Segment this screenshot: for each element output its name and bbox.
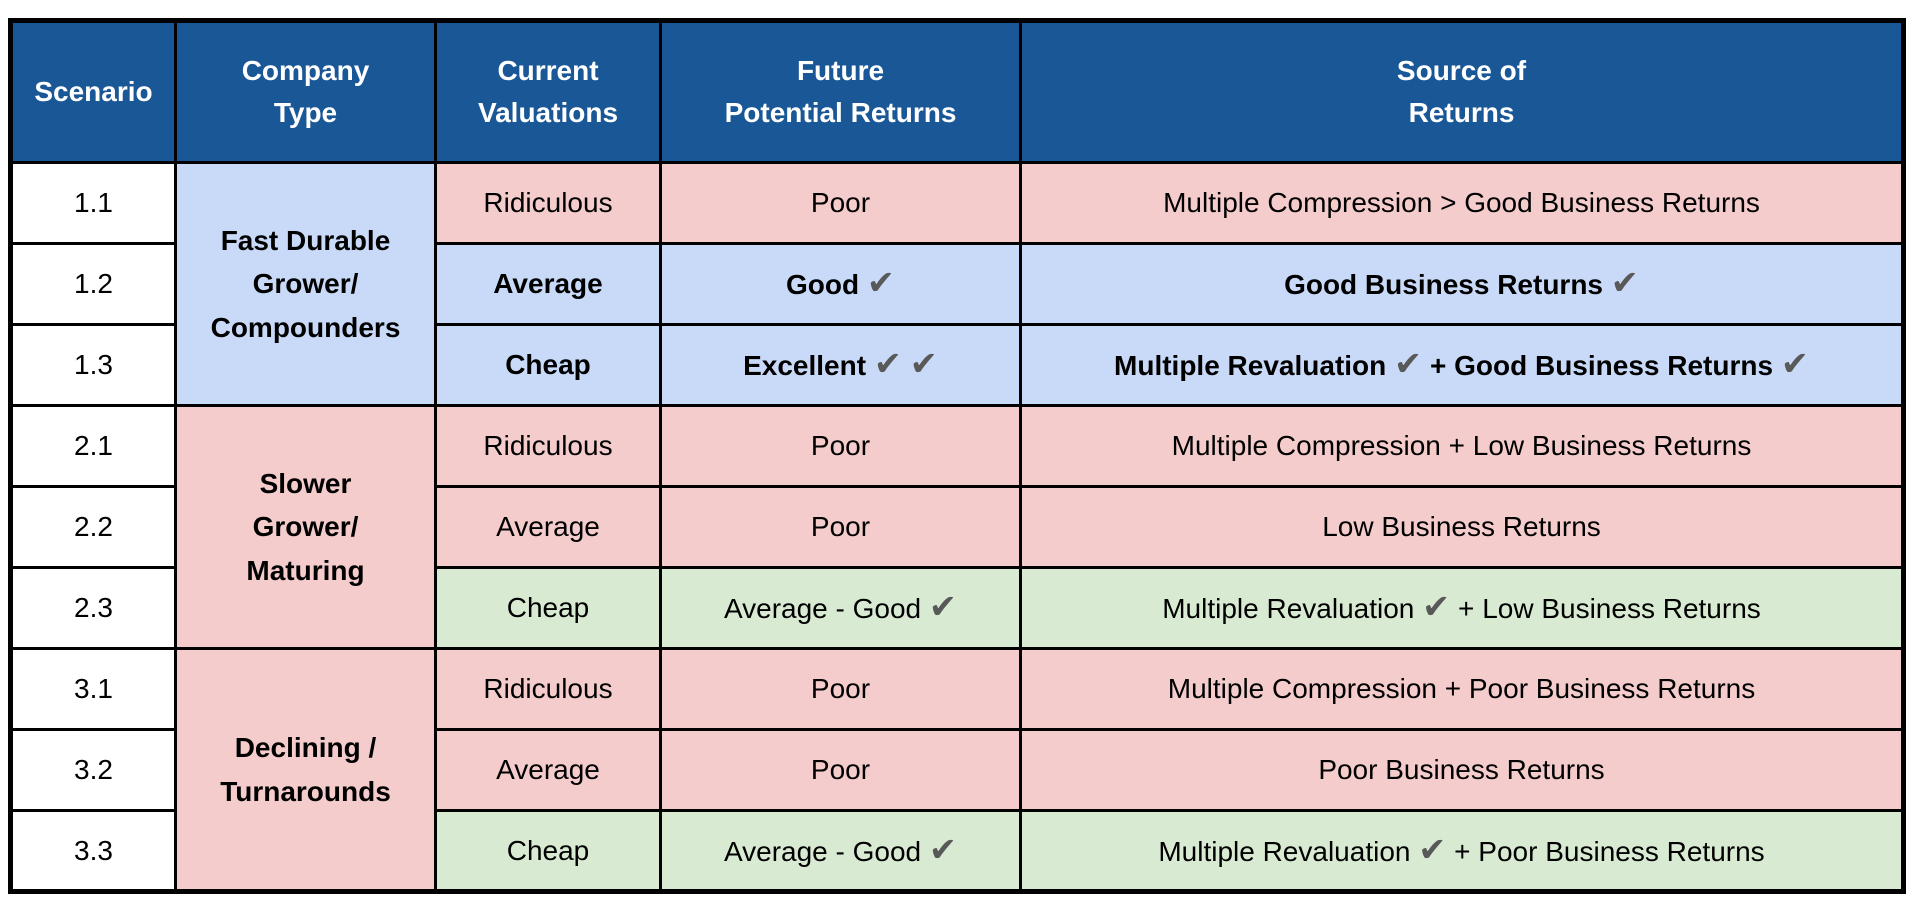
check-icon: ✔ (1394, 346, 1423, 383)
current-valuation-cell: Average (434, 485, 662, 569)
table-row: 3.1 Declining / Turnarounds Ridiculous P… (9, 647, 1905, 893)
source-of-returns-cell: Multiple Compression > Good Business Ret… (1019, 161, 1905, 245)
scenario-cell: 3.1 (9, 647, 177, 731)
check-icon: ✔ (909, 346, 938, 383)
scenario-cell: 1.2 (9, 242, 177, 326)
current-valuation-cell: Cheap (434, 566, 662, 650)
current-valuation-cell: Cheap (434, 323, 662, 407)
table-row: 1.1 Fast Durable Grower/ Compounders Rid… (9, 161, 1905, 407)
future-return-cell: Poor (659, 647, 1022, 731)
table-row: 3.3 Cheap Average - Good ✔ Multiple Reva… (9, 809, 1905, 893)
current-valuation-cell: Ridiculous (434, 161, 662, 245)
future-return-cell: Excellent ✔ ✔ (659, 323, 1022, 407)
table-row: 1.2 Average Good ✔ Good Business Returns… (9, 242, 1905, 326)
check-icon: ✔ (928, 589, 958, 626)
scenario-cell: 2.2 (9, 485, 177, 569)
check-icon: ✔ (873, 346, 902, 383)
scenario-cell: 1.1 (9, 161, 177, 245)
table-header: Scenario Company Type Current Valuations… (9, 19, 1905, 164)
source-of-returns-cell: Good Business Returns ✔ (1019, 242, 1905, 326)
source-of-returns-cell: Multiple Compression + Low Business Retu… (1019, 404, 1905, 488)
current-valuation-cell: Ridiculous (434, 647, 662, 731)
future-return-cell: Poor (659, 485, 1022, 569)
future-return-cell: Average - Good ✔ (659, 566, 1022, 650)
company-type-cell: Slower Grower/ Maturing (174, 404, 437, 650)
source-of-returns-cell: Multiple Revaluation ✔ + Low Business Re… (1019, 566, 1905, 650)
check-icon: ✔ (1418, 831, 1447, 869)
company-type-cell: Fast Durable Grower/ Compounders (174, 161, 437, 407)
future-return-cell: Poor (659, 404, 1022, 488)
check-icon: ✔ (1780, 346, 1809, 383)
returns-scenario-table: Scenario Company Type Current Valuations… (8, 18, 1906, 894)
current-valuation-cell: Ridiculous (434, 404, 662, 488)
col-header-current-valuations: Current Valuations (434, 19, 662, 164)
table-row: 2.1 Slower Grower/ Maturing Ridiculous P… (9, 404, 1905, 650)
future-return-cell: Poor (659, 728, 1022, 812)
future-return-cell: Poor (659, 161, 1022, 245)
scenario-cell: 3.2 (9, 728, 177, 812)
col-header-source-of-returns: Source of Returns (1019, 19, 1905, 164)
scenario-cell: 2.3 (9, 566, 177, 650)
source-of-returns-cell: Multiple Revaluation ✔ + Poor Business R… (1019, 809, 1905, 893)
col-header-future-potential-returns: Future Potential Returns (659, 19, 1022, 164)
source-of-returns-cell: Multiple Compression + Poor Business Ret… (1019, 647, 1905, 731)
table-row: 2.2 Average Poor Low Business Returns (9, 485, 1905, 569)
table-row: 1.3 Cheap Excellent ✔ ✔ Multiple Revalua… (9, 323, 1905, 407)
source-of-returns-cell: Low Business Returns (1019, 485, 1905, 569)
check-icon: ✔ (866, 265, 895, 302)
table-row: 2.3 Cheap Average - Good ✔ Multiple Reva… (9, 566, 1905, 650)
table-body: 1.1 Fast Durable Grower/ Compounders Rid… (9, 161, 1905, 893)
table-row: 3.2 Average Poor Poor Business Returns (9, 728, 1905, 812)
future-return-cell: Average - Good ✔ (659, 809, 1022, 893)
company-type-cell: Declining / Turnarounds (174, 647, 437, 893)
scenario-cell: 3.3 (9, 809, 177, 893)
scenario-cell: 2.1 (9, 404, 177, 488)
scenario-cell: 1.3 (9, 323, 177, 407)
check-icon: ✔ (1422, 589, 1451, 626)
current-valuation-cell: Cheap (434, 809, 662, 893)
current-valuation-cell: Average (434, 728, 662, 812)
source-of-returns-cell: Poor Business Returns (1019, 728, 1905, 812)
check-icon: ✔ (928, 831, 958, 869)
col-header-company-type: Company Type (174, 19, 437, 164)
check-icon: ✔ (1610, 265, 1639, 302)
future-return-cell: Good ✔ (659, 242, 1022, 326)
header-row: Scenario Company Type Current Valuations… (9, 19, 1905, 164)
col-header-scenario: Scenario (9, 19, 177, 164)
source-of-returns-cell: Multiple Revaluation ✔ + Good Business R… (1019, 323, 1905, 407)
current-valuation-cell: Average (434, 242, 662, 326)
